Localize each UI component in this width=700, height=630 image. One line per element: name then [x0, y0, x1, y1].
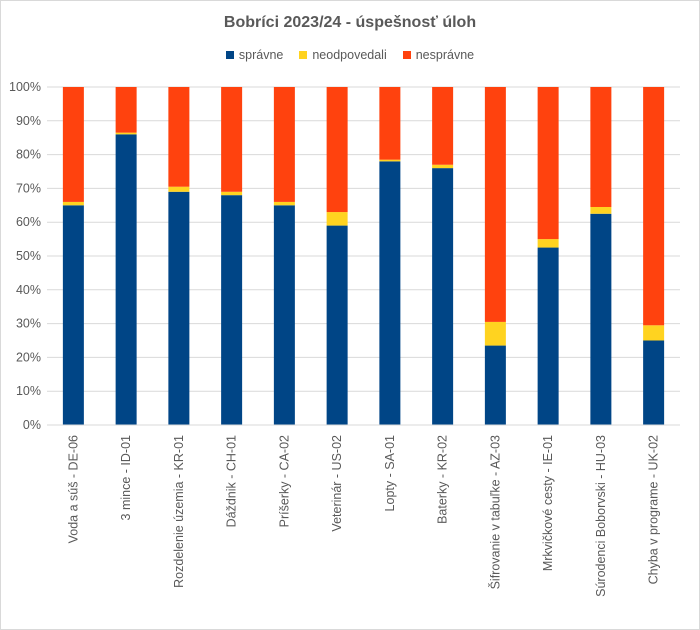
legend-swatch-neodpovedali: [299, 51, 308, 59]
bar-segment-neodpovedali: [537, 239, 559, 248]
y-tick-label: 100%: [9, 80, 41, 94]
x-tick-label: Súrodenci Boborvski - HU-03: [594, 435, 608, 597]
x-tick-label: Dáždnik - CH-01: [225, 435, 239, 527]
bar-segment-nespravne: [590, 87, 612, 207]
legend-entry-spravne: správne: [225, 48, 284, 62]
bar-segment-neodpovedali: [168, 186, 190, 192]
legend-swatch-nespravne: [402, 51, 411, 59]
bar-segment-nespravne: [643, 87, 665, 326]
bar-segment-neodpovedali: [643, 325, 665, 341]
x-tick-label: Príšerky - CA-02: [277, 435, 291, 527]
y-tick-label: 10%: [16, 384, 41, 398]
bar-segment-nespravne: [273, 87, 295, 202]
y-tick-label: 20%: [16, 350, 41, 364]
bar-segment-nespravne: [537, 87, 559, 240]
bar-segment-neodpovedali: [432, 164, 454, 169]
x-tick-label: Veterinár - US-02: [330, 435, 344, 532]
bar-segment-neodpovedali: [62, 201, 84, 206]
y-tick-label: 30%: [16, 317, 41, 331]
bar-segment-neodpovedali: [590, 206, 612, 214]
x-tick-label: Voda a súš - DE-06: [66, 435, 80, 543]
bar-segment-spravne: [484, 345, 506, 425]
bar-segment-neodpovedali: [115, 132, 137, 135]
legend-entry-neodpovedali: neodpovedali: [299, 48, 387, 62]
bar-segment-neodpovedali: [379, 159, 401, 162]
bar-segment-spravne: [379, 161, 401, 426]
bar-segment-spravne: [273, 205, 295, 425]
y-tick-label: 0%: [23, 418, 41, 432]
y-tick-label: 90%: [16, 114, 41, 128]
x-tick-label: 3 mince - ID-01: [119, 435, 133, 520]
chart-title: Bobríci 2023/24 - úspešnosť úloh: [223, 14, 477, 31]
legend-label-nespravne: nesprávne: [415, 48, 475, 62]
bar-segment-spravne: [115, 134, 137, 425]
bar-segment-nespravne: [326, 87, 348, 213]
y-tick-label: 70%: [16, 181, 41, 195]
bar-segment-spravne: [62, 205, 84, 425]
x-tick-label: Lopty - SA-01: [383, 435, 397, 511]
bar-segment-nespravne: [379, 87, 401, 160]
legend: správne neodpovedali nesprávne: [0, 48, 700, 62]
bar-segment-spravne: [168, 191, 190, 425]
bar-segment-neodpovedali: [484, 321, 506, 346]
bar-segment-spravne: [221, 195, 243, 425]
bar-segment-nespravne: [432, 87, 454, 165]
x-tick-label: Chyba v programe - UK-02: [647, 435, 661, 584]
x-tick-label: Rozdelenie územia - KR-01: [172, 435, 186, 588]
bar-segment-spravne: [643, 340, 665, 425]
y-tick-label: 80%: [16, 148, 41, 162]
x-tick-label: Baterky - KR-02: [436, 435, 450, 524]
bar-segment-spravne: [537, 247, 559, 425]
bar-segment-spravne: [326, 225, 348, 425]
bar-segment-neodpovedali: [326, 212, 348, 226]
bar-segment-nespravne: [168, 87, 190, 187]
bar-segment-nespravne: [484, 87, 506, 322]
bar-segment-nespravne: [115, 87, 137, 133]
y-tick-label: 40%: [16, 283, 41, 297]
bar-segment-spravne: [590, 213, 612, 425]
x-tick-label: Šifrovanie v tabuľke - AZ-03: [487, 435, 502, 589]
y-tick-label: 60%: [16, 215, 41, 229]
x-tick-label: Mrkvičkové cesty - IE-01: [541, 435, 555, 571]
bar-segment-spravne: [432, 168, 454, 425]
legend-label-neodpovedali: neodpovedali: [312, 48, 387, 62]
legend-swatch-spravne: [225, 51, 234, 59]
bar-segment-neodpovedali: [221, 191, 243, 196]
bar-segment-nespravne: [62, 87, 84, 202]
bar-segment-nespravne: [221, 87, 243, 192]
legend-entry-nespravne: nesprávne: [402, 48, 475, 62]
bar-segment-neodpovedali: [273, 201, 295, 206]
legend-label-spravne: správne: [238, 48, 284, 62]
y-tick-label: 50%: [16, 249, 41, 263]
